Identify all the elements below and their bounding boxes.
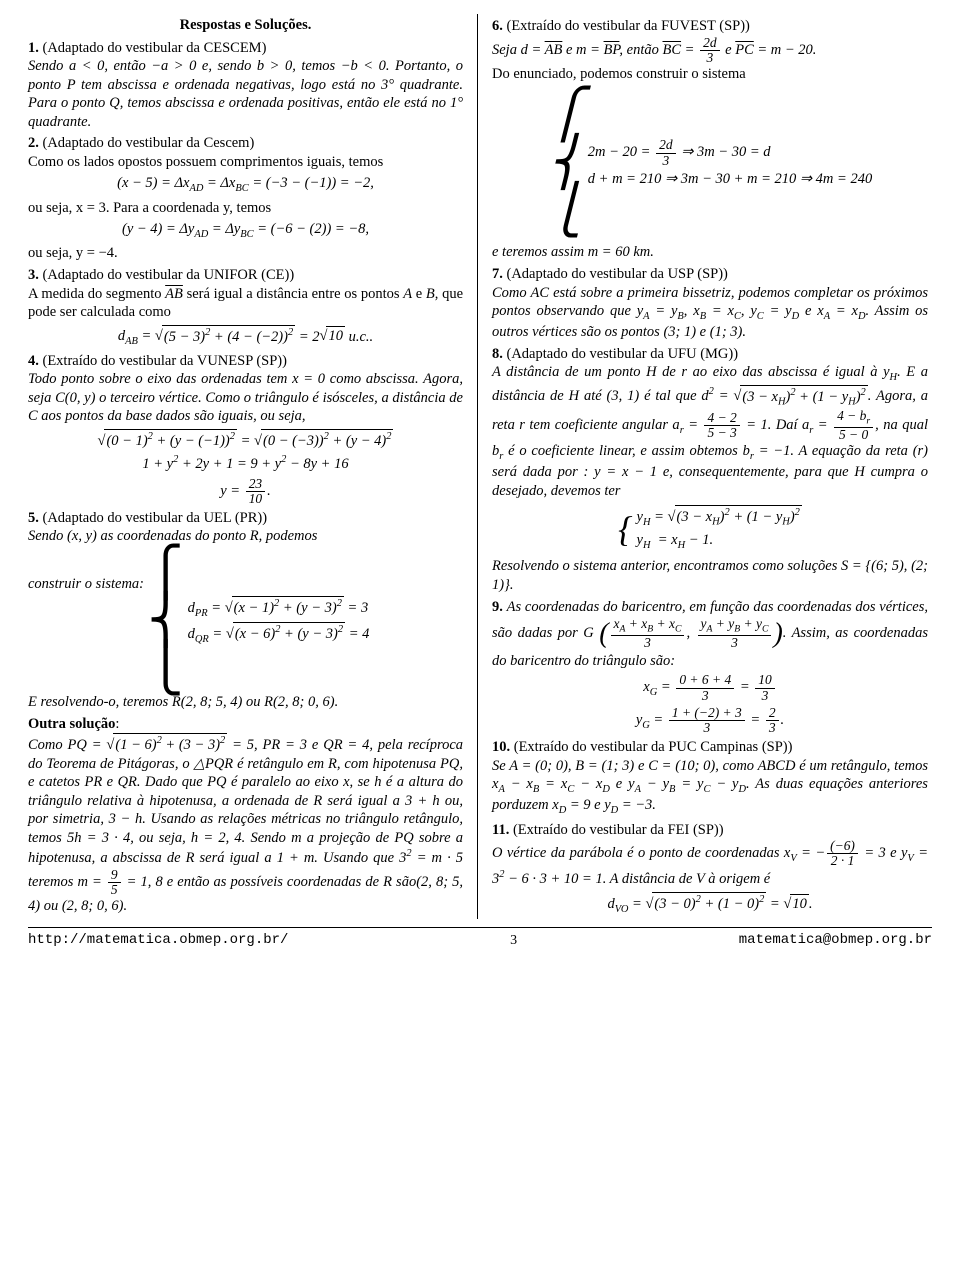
sol8-src: (Adaptado do vestibular da UFU (MG)) [507,346,739,362]
sol2-num: 2. [28,135,39,151]
sol8-num: 8. [492,346,503,362]
sol11-eq: dVO = (3 − 0)2 + (1 − 0)2 = 10. [492,892,928,916]
sol2-end: ou seja, y = −4. [28,244,463,263]
sol4-num: 4. [28,353,39,369]
sol8-system: { yH = (3 − xH)2 + (1 − yH)2 yH = xH − 1… [492,503,928,554]
sol11-src: (Extraído do vestibular da FEI (SP)) [513,822,724,838]
sol9-text: As coordenadas do baricentro, em função … [492,599,928,669]
sol3-src: (Adaptado do vestibular da UNIFOR (CE)) [43,267,295,283]
sol4-text: Todo ponto sobre o eixo das ordenadas te… [28,371,463,424]
sol5-sys-lead: construir o sistema: [28,576,144,592]
sol2-eq-y: (y − 4) = ΔyAD = ΔyBC = (−6 − (2)) = −8, [28,220,463,241]
sol1-num: 1. [28,40,39,56]
footer-page: 3 [510,932,517,950]
sol4: 4. (Extraído do vestibular da VUNESP (SP… [28,352,463,426]
sol11-num: 11. [492,822,509,838]
sol5-text: Sendo (x, y) as coordenadas do ponto R, … [28,528,317,544]
sol3: 3. (Adaptado do vestibular da UNIFOR (CE… [28,266,463,322]
sol6-text: Seja d = AB e m = BP, então BC = 2d3 e P… [492,42,816,58]
sol7-src: (Adaptado do vestibular da USP (SP)) [507,266,728,282]
footer: http://matematica.obmep.org.br/ 3 matema… [28,932,932,950]
sol7: 7. (Adaptado do vestibular da USP (SP)) … [492,265,928,342]
sol2-text: Como os lados opostos possuem compriment… [28,154,383,170]
sol3-text: A medida do segmento AB será igual a dis… [28,286,463,321]
sol9-eq-y: yG = 1 + (−2) + 33 = 23. [492,706,928,735]
footer-email: matematica@obmep.org.br [739,932,932,950]
sol10: 10. (Extraído do vestibular da PUC Campi… [492,738,928,818]
sol6: 6. (Extraído do vestibular da FUVEST (SP… [492,17,928,83]
sol1: 1. (Adaptado do vestibular da CESCEM) Se… [28,39,463,132]
sol9-num: 9. [492,599,503,615]
sol5-alt-text: Como PQ = (1 − 6)2 + (3 − 3)2 = 5, PR = … [28,737,463,914]
sol3-eq: dAB = (5 − 3)2 + (4 − (−2))2 = 210 u.c.. [28,325,463,349]
footer-rule [28,927,932,928]
sol9-eq-x: xG = 0 + 6 + 43 = 103 [492,673,928,702]
footer-url: http://matematica.obmep.org.br/ [28,932,288,950]
sol5-alt: Outra solução: Como PQ = (1 − 6)2 + (3 −… [28,715,463,916]
sol4-src: (Extraído do vestibular da VUNESP (SP)) [43,353,287,369]
sol6-num: 6. [492,18,503,34]
sol8: 8. (Adaptado do vestibular da UFU (MG)) … [492,345,928,500]
sol5-alt-head: Outra solução [28,716,115,732]
sol1-src: (Adaptado do vestibular da CESCEM) [43,40,267,56]
sol2-mid: ou seja, x = 3. Para a coordenada y, tem… [28,199,463,218]
sol4-eq2: 1 + y2 + 2y + 1 = 9 + y2 − 8y + 16 [28,453,463,473]
sol1-text: Sendo a < 0, então −a > 0 e, sendo b > 0… [28,58,463,130]
sol2-eq-x: (x − 5) = ΔxAD = ΔxBC = (−3 − (−1)) = −2… [28,174,463,195]
sol6-end: e teremos assim m = 60 km. [492,243,928,262]
sol8-end: Resolvendo o sistema anterior, encontram… [492,557,928,594]
sol6-system: ⎧⎨⎩ 2m − 20 = 2d3 ⇒ 3m − 30 = d d + m = … [492,91,928,235]
sol5-end: E resolvendo-o, teremos R(2, 8; 5, 4) ou… [28,693,463,712]
sol2: 2. (Adaptado do vestibular da Cescem) Co… [28,134,463,171]
sol5-num: 5. [28,510,39,526]
sol10-num: 10. [492,739,510,755]
sol9: 9. As coordenadas do baricentro, em funç… [492,598,928,671]
sol5-src: (Adaptado do vestibular da UEL (PR)) [43,510,268,526]
sol5: 5. (Adaptado do vestibular da UEL (PR)) … [28,509,463,546]
sol4-eq3: y = 2310. [28,477,463,506]
sol10-src: (Extraído do vestibular da PUC Campinas … [514,739,793,755]
sol7-num: 7. [492,266,503,282]
page-title: Respostas e Soluções. [28,16,463,35]
right-column: 6. (Extraído do vestibular da FUVEST (SP… [478,14,928,919]
sol11-text: O vértice da parábola é o ponto de coord… [492,845,928,887]
sol11: 11. (Extraído do vestibular da FEI (SP))… [492,821,928,889]
sol3-num: 3. [28,267,39,283]
sol2-src: (Adaptado do vestibular da Cescem) [43,135,255,151]
sol10-text: Se A = (0; 0), B = (1; 3) e C = (10; 0),… [492,758,928,814]
sol5-system: construir o sistema: ⎧⎨⎩ dPR = (x − 1)2 … [28,549,463,693]
sol7-text: Como AC está sobre a primeira bissetriz,… [492,285,928,341]
sol8-text: A distância de um ponto H de r ao eixo d… [492,364,928,498]
sol6-src: (Extraído do vestibular da FUVEST (SP)) [507,18,750,34]
sol4-eq1: (0 − 1)2 + (y − (−1))2 = (0 − (−3))2 + (… [28,429,463,450]
left-column: Respostas e Soluções. 1. (Adaptado do ve… [28,14,478,919]
sol6-lead: Do enunciado, podemos construir o sistem… [492,66,746,82]
